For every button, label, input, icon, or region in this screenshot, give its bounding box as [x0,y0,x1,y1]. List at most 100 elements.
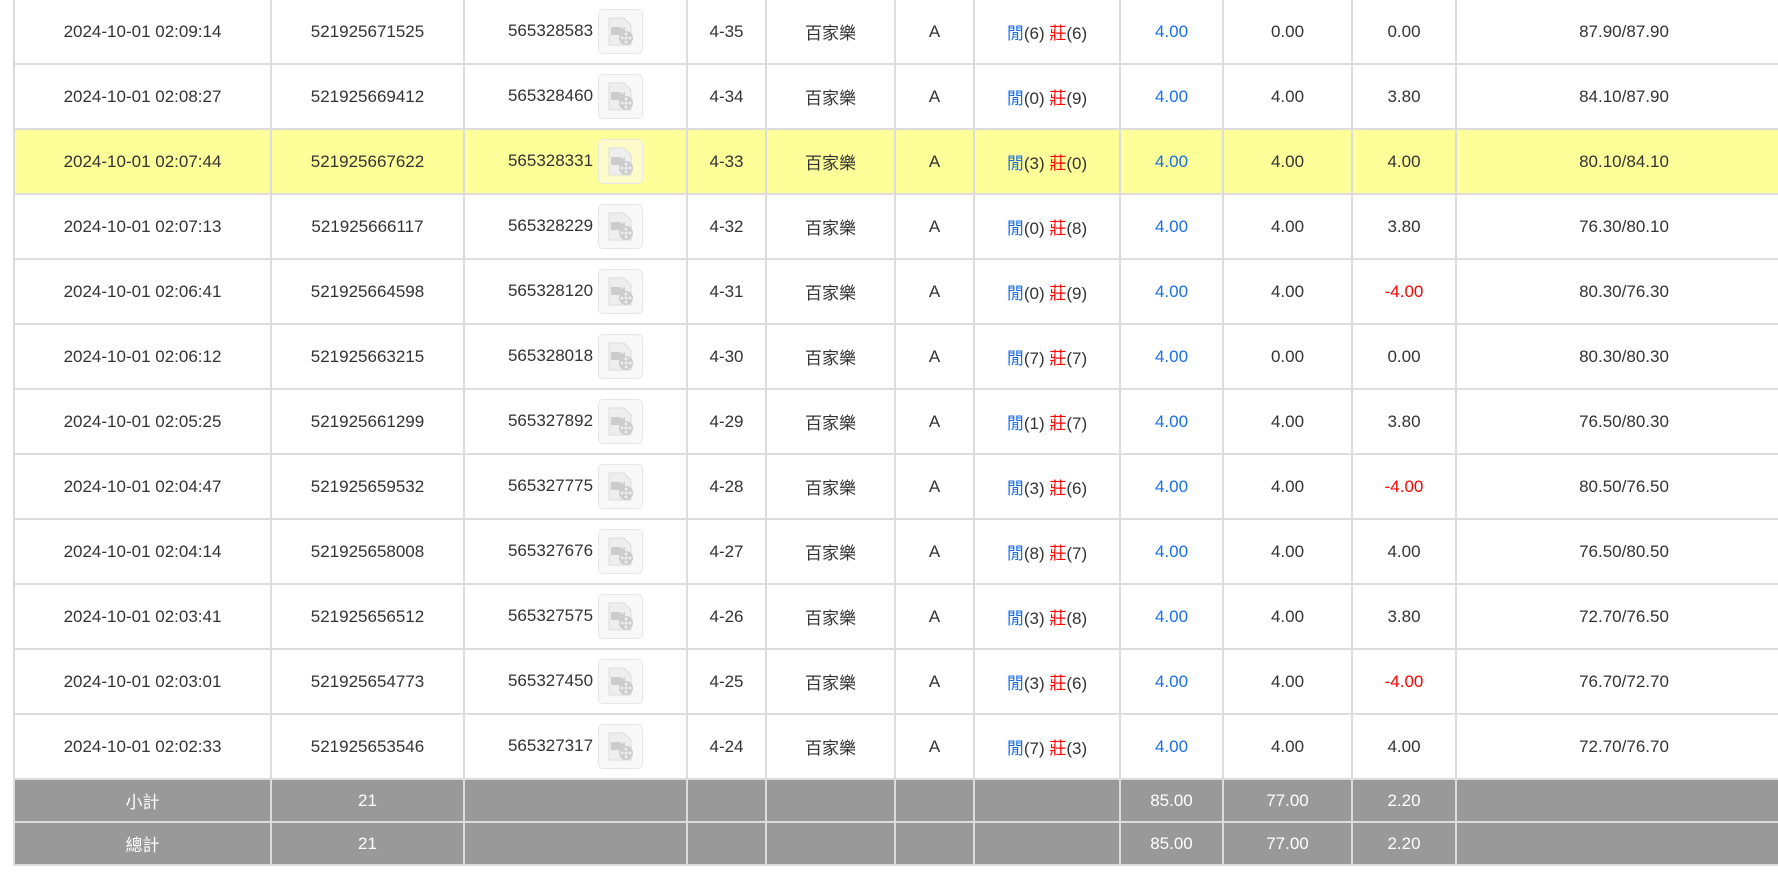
table-row: 2024-10-01 02:07:13 521925666117 565328229… [13,193,1778,260]
round-id: 565328460 [507,85,594,105]
bet-time: 2024-10-01 02:03:01 [13,648,272,715]
player-score: (3) [1023,154,1045,173]
win-loss: 4.00 [1351,713,1457,780]
video-replay-icon[interactable] [598,9,644,54]
bet-id: 521925654773 [270,648,465,715]
bet-id: 521925663215 [270,323,465,390]
valid-bet: 4.00 [1222,63,1353,130]
bet-amount: 4.00 [1119,388,1224,455]
bet-amount: 4.00 [1119,453,1224,520]
video-replay-icon[interactable] [598,529,644,574]
player-score: (1) [1023,414,1045,433]
banker-score: (8) [1066,219,1088,238]
valid-bet: 4.00 [1222,648,1353,715]
player-label: 閒 [1006,24,1024,43]
video-replay-icon[interactable] [598,399,644,444]
seat: A [894,193,975,260]
empty-cell [894,778,975,823]
video-replay-icon[interactable] [598,139,644,184]
balance: 80.30/80.30 [1455,323,1778,390]
video-replay-icon[interactable] [598,464,644,509]
round-id: 565327450 [507,670,594,690]
banker-score: (9) [1066,89,1088,108]
empty-cell [1455,821,1778,866]
table-number: 4-31 [686,258,767,325]
game-name: 百家樂 [765,128,896,195]
banker-label: 莊 [1049,609,1067,628]
banker-label: 莊 [1049,739,1067,758]
table-number: 4-34 [686,63,767,130]
player-label: 閒 [1006,609,1024,628]
round-id: 565328331 [507,150,594,170]
seat: A [894,648,975,715]
result-cell: 閒(7) 莊(3) [973,713,1121,780]
video-replay-icon[interactable] [598,724,644,769]
valid-bet: 4.00 [1222,583,1353,650]
result-cell: 閒(0) 莊(9) [973,63,1121,130]
player-score: (0) [1023,219,1045,238]
player-label: 閒 [1006,739,1024,758]
seat: A [894,713,975,780]
round-id: 565327676 [507,540,594,560]
bet-id: 521925666117 [270,193,465,260]
banker-label: 莊 [1049,544,1067,563]
empty-cell [463,778,688,823]
banker-label: 莊 [1049,674,1067,693]
game-name: 百家樂 [765,193,896,260]
valid-bet: 4.00 [1222,453,1353,520]
bet-id: 521925669412 [270,63,465,130]
bet-id: 521925664598 [270,258,465,325]
video-replay-icon[interactable] [598,74,644,119]
subtotal-row: 小計 21 85.00 77.00 2.20 [13,778,1778,823]
result-cell: 閒(0) 莊(8) [973,193,1121,260]
footer-win: 2.20 [1351,821,1457,866]
player-label: 閒 [1006,219,1024,238]
total-row: 總計 21 85.00 77.00 2.20 [13,821,1778,866]
balance: 80.30/76.30 [1455,258,1778,325]
balance: 72.70/76.70 [1455,713,1778,780]
video-replay-icon[interactable] [598,269,644,314]
video-replay-icon[interactable] [598,334,644,379]
video-replay-icon[interactable] [598,659,644,704]
banker-score: (7) [1066,544,1088,563]
valid-bet: 4.00 [1222,258,1353,325]
round-cell: 565327892 [463,388,688,455]
player-score: (6) [1023,24,1045,43]
seat: A [894,388,975,455]
round-cell: 565328460 [463,63,688,130]
bet-time: 2024-10-01 02:04:47 [13,453,272,520]
player-label: 閒 [1006,89,1024,108]
round-cell: 565328583 [463,0,688,65]
valid-bet: 0.00 [1222,0,1353,65]
table-number: 4-28 [686,453,767,520]
player-label: 閒 [1006,284,1024,303]
win-loss: 3.80 [1351,583,1457,650]
round-id: 565328018 [507,345,594,365]
empty-cell [686,778,767,823]
player-score: (0) [1023,89,1045,108]
bet-amount: 4.00 [1119,713,1224,780]
result-cell: 閒(6) 莊(6) [973,0,1121,65]
table-row: 2024-10-01 02:07:44 521925667622 565328331… [13,128,1778,195]
result-cell: 閒(1) 莊(7) [973,388,1121,455]
game-name: 百家樂 [765,648,896,715]
table-row: 2024-10-01 02:02:33 521925653546 565327317… [13,713,1778,780]
valid-bet: 4.00 [1222,128,1353,195]
bet-id: 521925671525 [270,0,465,65]
bet-amount: 4.00 [1119,323,1224,390]
table-row: 2024-10-01 02:05:25 521925661299 565327892… [13,388,1778,455]
win-loss: -4.00 [1351,453,1457,520]
seat: A [894,583,975,650]
table-number: 4-29 [686,388,767,455]
win-loss: 3.80 [1351,63,1457,130]
banker-score: (6) [1066,674,1088,693]
bet-time: 2024-10-01 02:05:25 [13,388,272,455]
game-name: 百家樂 [765,388,896,455]
video-replay-icon[interactable] [598,594,644,639]
player-score: (7) [1023,349,1045,368]
video-replay-icon[interactable] [598,204,644,249]
game-name: 百家樂 [765,0,896,65]
banker-label: 莊 [1049,219,1067,238]
bet-id: 521925659532 [270,453,465,520]
result-cell: 閒(7) 莊(7) [973,323,1121,390]
